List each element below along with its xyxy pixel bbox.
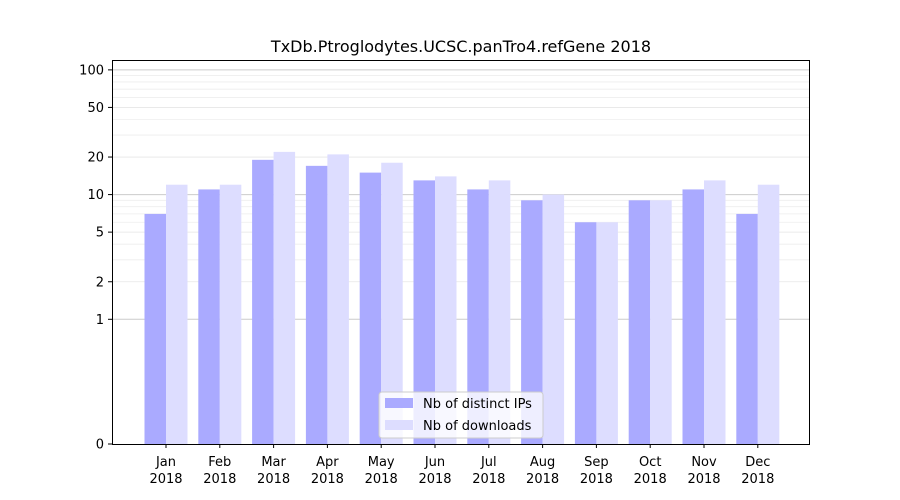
- x-tick-label-year: 2018: [418, 472, 451, 487]
- legend: Nb of distinct IPs Nb of downloads: [378, 391, 544, 439]
- bar-downloads: [166, 184, 188, 444]
- y-tick-label: 10: [87, 188, 104, 203]
- y-tick-label: 100: [79, 63, 104, 78]
- bar-distinct-ips: [574, 222, 597, 444]
- x-tick-label-year: 2018: [580, 472, 613, 487]
- legend-swatch-ips: [385, 398, 413, 408]
- y-tick-label: 5: [96, 226, 104, 241]
- y-tick-label: 2: [96, 275, 104, 290]
- bar-downloads: [704, 180, 726, 444]
- x-tick-label-year: 2018: [257, 472, 290, 487]
- x-tick-label-year: 2018: [526, 472, 559, 487]
- y-axis: 0 1 2 5 10 20 50 100: [79, 63, 112, 453]
- bar-downloads: [381, 162, 403, 444]
- bars: [144, 151, 780, 444]
- x-tick-label-month: Nov: [691, 455, 717, 470]
- y-tick-label: 1: [96, 313, 104, 328]
- x-tick-label-month: Jan: [155, 455, 176, 470]
- x-tick-label-month: Dec: [745, 455, 770, 470]
- x-tick-label-year: 2018: [687, 472, 720, 487]
- legend-swatch-downloads: [385, 420, 413, 430]
- x-tick-label-month: Jun: [424, 455, 445, 470]
- y-tick-label: 0: [96, 438, 104, 453]
- bar-distinct-ips: [628, 200, 651, 444]
- y-tick-label: 50: [87, 101, 104, 116]
- bar-downloads: [650, 200, 672, 444]
- bar-distinct-ips: [144, 213, 166, 444]
- x-tick-label-month: Sep: [584, 455, 609, 470]
- x-tick-label-month: May: [368, 455, 395, 470]
- chart-title: TxDb.Ptroglodytes.UCSC.panTro4.refGene 2…: [270, 37, 651, 56]
- legend-label-downloads: Nb of downloads: [423, 419, 532, 434]
- x-axis: Jan 2018 Feb 2018 Mar 2018 Apr 2018 May 2018 Jun 20…: [149, 444, 774, 487]
- x-tick-label-month: Apr: [316, 455, 339, 470]
- bar-downloads: [488, 180, 511, 444]
- bar-distinct-ips: [305, 165, 328, 444]
- bar-downloads: [327, 154, 349, 444]
- bar-distinct-ips: [413, 180, 435, 444]
- bar-downloads: [219, 184, 242, 444]
- x-tick-label-month: Oct: [639, 455, 661, 470]
- bar-distinct-ips: [682, 189, 704, 444]
- bar-downloads: [596, 222, 618, 444]
- x-tick-label-month: Aug: [530, 455, 555, 470]
- x-tick-label-year: 2018: [634, 472, 667, 487]
- bar-downloads: [757, 184, 780, 444]
- plot-frame: [112, 60, 810, 445]
- y-tick-label: 20: [87, 151, 104, 166]
- x-tick-label-month: Mar: [261, 455, 286, 470]
- x-tick-label-year: 2018: [472, 472, 505, 487]
- bar-distinct-ips: [736, 213, 758, 444]
- x-tick-label-year: 2018: [311, 472, 344, 487]
- bar-distinct-ips: [521, 200, 543, 444]
- legend-label-ips: Nb of distinct IPs: [423, 397, 532, 412]
- x-tick-label-year: 2018: [203, 472, 236, 487]
- x-tick-label-year: 2018: [365, 472, 398, 487]
- bar-downloads: [273, 151, 296, 444]
- x-tick-label-month: Feb: [208, 455, 231, 470]
- x-tick-label-year: 2018: [741, 472, 774, 487]
- x-tick-label-month: Jul: [480, 455, 497, 470]
- bar-distinct-ips: [359, 172, 382, 444]
- bar-downloads: [542, 194, 565, 444]
- legend-box: [378, 391, 544, 439]
- bar-distinct-ips: [467, 189, 489, 444]
- bar-downloads: [435, 176, 457, 444]
- bar-distinct-ips: [252, 159, 274, 444]
- bar-distinct-ips: [198, 189, 220, 444]
- x-tick-label-year: 2018: [149, 472, 182, 487]
